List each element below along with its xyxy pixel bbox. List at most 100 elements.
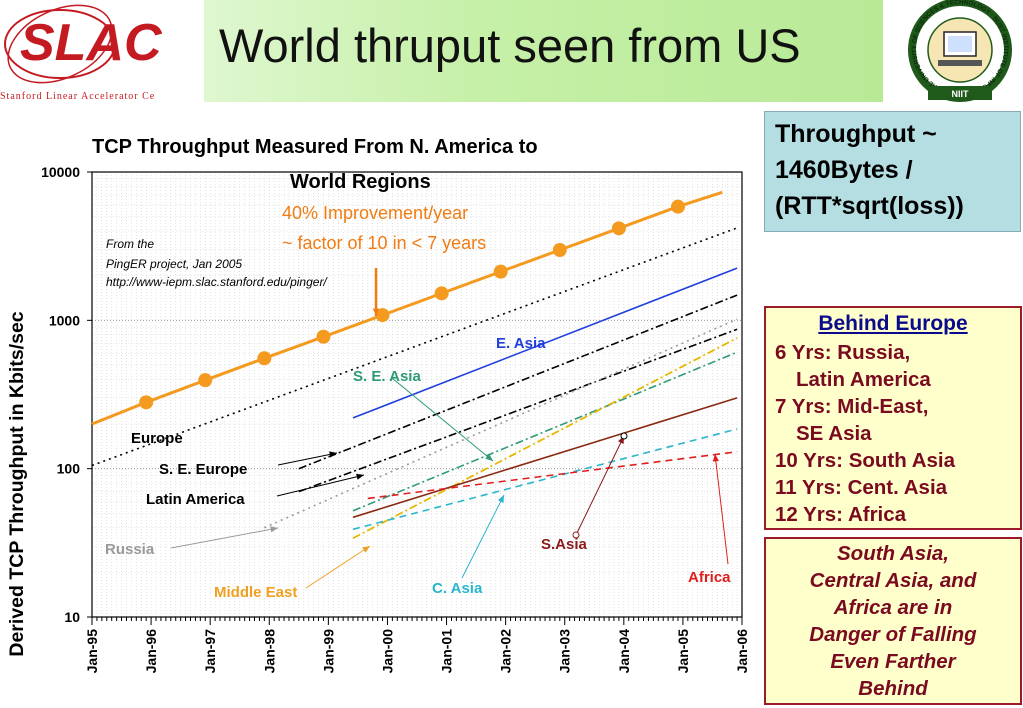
data-point-marker — [316, 329, 331, 344]
title-band — [204, 0, 883, 102]
x-tick-label: Jan-99 — [320, 629, 336, 674]
series-line — [91, 190, 723, 426]
x-tick-label: Jan-97 — [202, 629, 218, 674]
x-tick-label: Jan-98 — [261, 629, 277, 674]
y-tick-label: 10 — [64, 609, 80, 625]
slide-title: World thruput seen from US — [219, 19, 801, 72]
annotation-arrow — [305, 545, 371, 589]
chart-title-line: TCP Throughput Measured From N. America … — [92, 136, 538, 158]
behind-europe-box: Behind Europe 6 Yrs: Russia, Latin Ameri… — [764, 306, 1022, 530]
annotation-arrow — [575, 435, 625, 536]
slac-subtitle: Stanford Linear Accelerator Ce — [0, 91, 155, 100]
y-tick-label: 100 — [57, 461, 81, 477]
series-line — [263, 318, 738, 529]
annotation-arrow — [276, 474, 365, 497]
behind-line: 7 Yrs: Mid-East, — [775, 395, 929, 418]
annotation-arrow — [461, 494, 505, 579]
annotation-arrowhead — [497, 495, 504, 503]
series-line — [352, 428, 738, 531]
annotation-arrowhead — [356, 473, 364, 480]
series-label-se-asia: S. E. Asia — [353, 368, 421, 385]
data-point-marker — [139, 395, 154, 410]
x-tick-label: Jan-06 — [734, 629, 750, 674]
series-label-russia: Russia — [105, 541, 155, 558]
data-point-marker — [670, 199, 685, 214]
series-label-s-asia: S.Asia — [541, 536, 588, 553]
annotation-arrow — [277, 452, 338, 466]
annotation-arrow — [170, 527, 279, 549]
series-line — [352, 267, 738, 419]
behind-line: 10 Yrs: South Asia — [775, 449, 956, 472]
y-tick-label: 1000 — [49, 312, 80, 328]
y-axis-label: Derived TCP Throughput in Kbits/sec — [6, 311, 28, 656]
data-point-marker — [611, 221, 626, 236]
danger-note-box: South Asia, Central Asia, and Africa are… — [764, 537, 1022, 705]
behind-europe-title: Behind Europe — [818, 312, 968, 335]
danger-line: South Asia, — [837, 542, 949, 565]
x-tick-label: Jan-03 — [557, 629, 573, 674]
formula-line: (RTT*sqrt(loss)) — [775, 192, 964, 220]
annotation-arrowhead — [270, 526, 278, 533]
series-label-se-europe: S. E. Europe — [159, 461, 247, 478]
x-tick-label: Jan-95 — [84, 629, 100, 674]
source-note: PingER project, Jan 2005 — [106, 257, 242, 271]
danger-line: Danger of Falling — [809, 623, 977, 646]
danger-line: Even Farther — [830, 650, 956, 673]
annotation-arrow — [714, 453, 729, 565]
slac-wordmark: SLAC — [20, 14, 163, 72]
annotation-arrowhead — [329, 451, 337, 458]
data-point-marker — [493, 264, 508, 279]
x-tick-label: Jan-02 — [498, 629, 514, 674]
annotation-arrowhead — [485, 453, 493, 461]
data-point-marker — [198, 373, 213, 388]
data-point-marker — [434, 286, 449, 301]
danger-line: Behind — [858, 677, 928, 700]
improvement-annotation: ~ factor of 10 in < 7 years — [282, 233, 486, 253]
nust-banner: NIIT — [952, 89, 970, 99]
annotation-arrowhead — [372, 308, 380, 316]
throughput-chart: 10 100 1000 10000 Jan-95 Jan-96 Jan-97 Jan-98 Ja… — [6, 136, 750, 674]
improvement-annotation: 40% Improvement/year — [282, 203, 468, 223]
formula-line: 1460Bytes / — [775, 156, 913, 184]
series-label-e-asia: E. Asia — [496, 335, 546, 352]
y-tick-label: 10000 — [41, 164, 80, 180]
annotation-anchor — [620, 432, 628, 440]
x-tick-label: Jan-04 — [616, 629, 632, 674]
series-line — [367, 451, 738, 500]
annotation-arrow — [391, 377, 494, 462]
slac-logo: SLAC Stanford Linear Accelerator Ce — [0, 0, 205, 102]
nust-logo: NATIONAL UNIVERSITY OF SCIENCES & TECHNO… — [896, 0, 1023, 108]
annotation-arrowhead — [362, 546, 370, 553]
throughput-formula-box: Throughput ~ 1460Bytes / (RTT*sqrt(loss)… — [764, 111, 1021, 232]
danger-line: Africa are in — [833, 596, 953, 619]
annotation-anchor — [572, 531, 580, 539]
behind-line: 11 Yrs: Cent. Asia — [775, 476, 948, 499]
x-tick-label: Jan-01 — [439, 629, 455, 674]
series-line — [298, 294, 738, 470]
chart-title-line: World Regions — [290, 171, 431, 193]
series-line — [298, 328, 738, 493]
series-line — [352, 397, 738, 519]
x-tick-label: Jan-05 — [675, 629, 691, 674]
series-line — [352, 351, 738, 512]
behind-line: SE Asia — [796, 422, 872, 445]
series-label-c-asia: C. Asia — [432, 580, 483, 597]
x-tick-label: Jan-00 — [379, 629, 395, 674]
series-label-latin-america: Latin America — [146, 491, 245, 508]
annotation-arrowhead — [712, 454, 719, 462]
series-label-europe: Europe — [131, 430, 183, 447]
behind-line: 6 Yrs: Russia, — [775, 341, 911, 364]
series-label-africa: Africa — [688, 569, 731, 586]
series-line — [91, 227, 738, 467]
series-label-middle-east: Middle East — [214, 584, 297, 601]
behind-line: Latin America — [796, 368, 931, 391]
data-point-marker — [375, 308, 390, 323]
source-note: From the — [106, 237, 154, 251]
formula-line: Throughput ~ — [775, 120, 937, 148]
source-note: http://www-iepm.slac.stanford.edu/pinger… — [106, 275, 328, 289]
data-point-marker — [552, 242, 567, 257]
behind-line: 12 Yrs: Africa — [775, 503, 907, 526]
data-point-marker — [257, 351, 272, 366]
x-tick-label: Jan-96 — [143, 629, 159, 674]
danger-line: Central Asia, and — [809, 569, 977, 592]
